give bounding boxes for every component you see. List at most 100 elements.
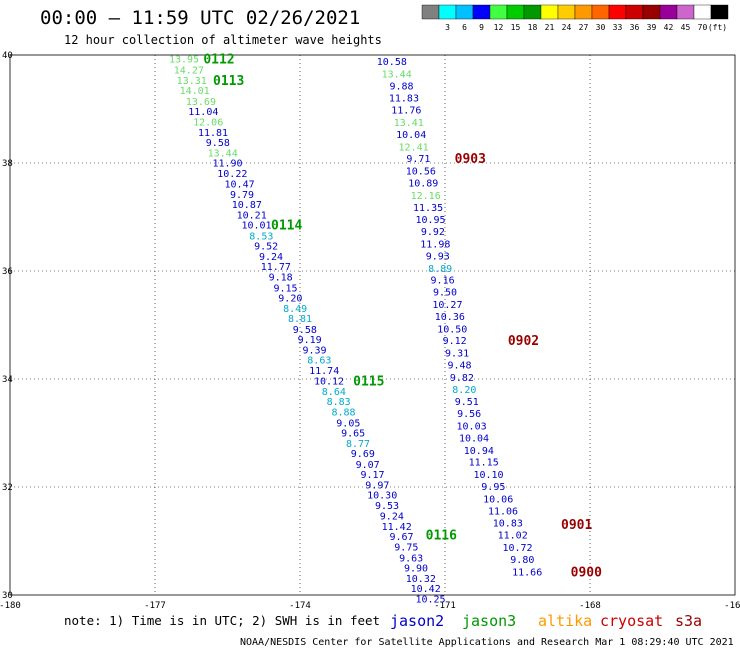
pass-time-label: 0903 (455, 152, 486, 167)
wave-height-value: 13.69 (186, 97, 216, 108)
pass-time-label: 0113 (213, 74, 244, 89)
wave-height-value: 9.58 (206, 138, 230, 149)
wave-height-value: 11.35 (413, 203, 443, 214)
wave-height-value: 9.67 (389, 532, 413, 543)
legend-swatch (472, 4, 491, 20)
wave-height-value: 9.90 (404, 564, 428, 575)
mission-name: s3a (675, 612, 702, 630)
time-labels: 0112 0113 0114 0115 0116 0903 0902 0901 0900 (203, 52, 602, 580)
wave-height-value: 9.75 (394, 542, 418, 553)
wave-height-value: 9.58 (293, 325, 317, 336)
wave-height-value: 13.95 (169, 54, 199, 65)
wave-height-value: 8.49 (283, 304, 307, 315)
legend-tick: 33 (613, 23, 623, 32)
x-tick-label: -165 (724, 601, 740, 611)
legend-tick: 12 (494, 23, 504, 32)
wave-height-value: 12.06 (193, 118, 223, 129)
pass-time-label: 0114 (271, 219, 302, 234)
wave-height-value: 11.90 (212, 159, 242, 170)
wave-height-value: 9.65 (341, 429, 365, 440)
wave-height-value: 10.36 (435, 312, 465, 323)
wave-height-value: 8.63 (307, 356, 331, 367)
y-tick-label: 38 (2, 159, 13, 169)
x-axis-ticks: -180 -177 -174 -171 -168 -165 (0, 601, 740, 611)
y-tick-label: 40 (2, 51, 13, 61)
legend-swatch (710, 4, 729, 20)
x-tick-label: -171 (434, 601, 456, 611)
legend-swatch (676, 4, 695, 20)
legend-swatch (523, 4, 542, 20)
wave-height-value: 14.27 (174, 66, 204, 77)
wave-height-value: 13.44 (382, 69, 412, 80)
wave-height-value: 9.15 (273, 283, 297, 294)
legend-tick: 39 (647, 23, 657, 32)
wave-height-value: 12.16 (411, 191, 441, 202)
mission-name: jason3 (462, 612, 516, 630)
legend-tick: 24 (562, 23, 572, 32)
footnote: note: 1) Time is in UTC; 2) SWH is in fe… (64, 613, 380, 628)
legend-swatch (489, 4, 508, 20)
wave-height-value: 8.53 (249, 231, 273, 242)
wave-height-value: 9.80 (510, 555, 534, 566)
wave-height-value: 10.42 (411, 584, 441, 595)
color-legend: 3 6 9 12 15 18 21 24 27 30 33 36 39 42 45 70 (ft) (421, 4, 729, 32)
wave-height-value: 9.12 (443, 336, 467, 347)
wave-height-value: 9.16 (431, 276, 455, 287)
legend-unit: (ft) (708, 23, 727, 32)
wave-height-value: 10.94 (464, 446, 494, 457)
wave-height-value: 14.01 (180, 86, 210, 97)
wave-height-value: 8.83 (327, 397, 351, 408)
wave-height-value: 9.97 (365, 480, 389, 491)
wave-height-value: 11.02 (498, 531, 528, 542)
wave-height-value: 11.76 (391, 106, 421, 117)
wave-height-value: 9.19 (298, 335, 322, 346)
legend-swatch (625, 4, 644, 20)
wave-height-value: 10.04 (396, 130, 426, 141)
mission-name: cryosat (600, 612, 663, 630)
mission-name: jason2 (390, 612, 444, 630)
wave-height-value: 11.98 (420, 240, 450, 251)
wave-height-value: 13.44 (208, 148, 238, 159)
wave-height-value: 11.66 (512, 567, 542, 578)
wave-height-value: 11.04 (188, 107, 218, 118)
wave-height-value: 9.07 (356, 460, 380, 471)
wave-height-value: 9.05 (336, 418, 360, 429)
wave-height-value: 10.06 (483, 494, 513, 505)
y-tick-label: 36 (2, 267, 13, 277)
wave-height-value: 9.39 (302, 345, 326, 356)
wave-height-value: 10.30 (367, 491, 397, 502)
wave-height-value: 9.52 (254, 242, 278, 253)
wave-height-value: 10.47 (225, 180, 255, 191)
wave-height-value: 11.83 (389, 94, 419, 105)
pass-time-label: 0900 (571, 565, 602, 580)
wave-height-value: 9.69 (351, 449, 375, 460)
wave-height-value: 9.20 (278, 294, 302, 305)
wave-height-value: 9.18 (269, 272, 293, 283)
wave-height-value: 10.01 (241, 221, 271, 232)
wave-height-value: 9.24 (259, 252, 283, 263)
wave-height-value: 9.51 (455, 397, 479, 408)
wave-height-value: 9.48 (447, 361, 471, 372)
wave-height-value: 9.63 (399, 553, 423, 564)
wave-height-value: 10.27 (432, 300, 462, 311)
y-tick-label: 30 (2, 591, 13, 601)
chart-title: 00:00 – 11:59 UTC 02/26/2021 (40, 7, 360, 29)
wave-height-value: 11.77 (261, 262, 291, 273)
wave-height-value: 10.56 (406, 167, 436, 178)
wave-height-value: 8.64 (322, 387, 346, 398)
pass-time-label: 0112 (203, 52, 234, 67)
legend-tick: 9 (479, 23, 484, 32)
wave-height-value: 10.21 (237, 210, 267, 221)
wave-height-value: 10.32 (406, 574, 436, 585)
legend-swatch (642, 4, 661, 20)
wave-height-value: 9.92 (421, 227, 445, 238)
legend-tick: 45 (681, 23, 691, 32)
legend-swatch (591, 4, 610, 20)
legend-swatch (574, 4, 593, 20)
plot-frame (9, 54, 736, 596)
y-tick-label: 32 (2, 483, 13, 493)
legend-tick: 3 (445, 23, 450, 32)
wave-height-value: 10.12 (314, 377, 344, 388)
x-tick-label: -180 (0, 601, 21, 611)
legend-tick: 6 (462, 23, 467, 32)
